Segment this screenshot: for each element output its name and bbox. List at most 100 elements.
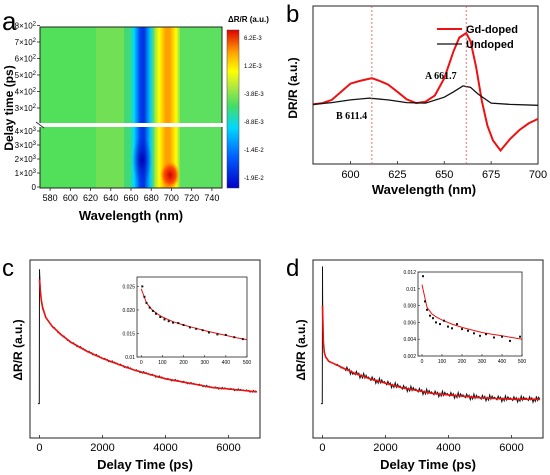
inset-data-point bbox=[159, 316, 162, 318]
inset-y-tick-label: 0.01 bbox=[125, 355, 135, 361]
inset-data-point bbox=[447, 325, 449, 328]
inset-y-tick-label: 0.004 bbox=[403, 337, 416, 343]
inset-data-point bbox=[493, 336, 495, 339]
inset-data-point bbox=[241, 338, 244, 341]
panel-c-decay: 0 2000 4000 6000 0 100 200 300 400 500 0.01 0.015 0… bbox=[11, 259, 261, 472]
panel-a-x-tick-label: 720 bbox=[184, 193, 199, 203]
panel-b-xlabel: Wavelength (nm) bbox=[372, 182, 476, 197]
decay-series-fit bbox=[321, 305, 540, 401]
decay-x-tick-label: 4000 bbox=[436, 442, 460, 454]
inset-data-point bbox=[422, 275, 424, 278]
inset-data-point bbox=[155, 312, 157, 315]
panel-a-y-tick-label: 0 bbox=[32, 183, 37, 192]
inset-data-point bbox=[426, 308, 428, 311]
inset-data-point bbox=[188, 326, 191, 329]
panel-b-x-tick-label: 600 bbox=[341, 169, 359, 181]
inset-data-point bbox=[501, 335, 503, 338]
panel-label-b: b bbox=[286, 1, 299, 28]
inset-data-point bbox=[479, 334, 481, 337]
inset-data-point bbox=[151, 309, 154, 312]
inset-frame bbox=[417, 271, 523, 357]
inset-y-tick-label: 0.006 bbox=[403, 320, 416, 326]
inset-data-point bbox=[143, 295, 146, 298]
inset-x-tick-label: 100 bbox=[158, 360, 167, 366]
inset-frame bbox=[136, 276, 248, 358]
inset-x-tick-label: 400 bbox=[498, 359, 507, 365]
panel-a-x-tick-label: 680 bbox=[144, 193, 159, 203]
inset-x-tick-label: 200 bbox=[458, 359, 467, 365]
panel-a-y-tick-label: 1×103 bbox=[15, 169, 37, 178]
panel-d-ylabel: ΔR/R (a.u.) bbox=[294, 319, 308, 380]
decay-x-tick-label: 6000 bbox=[216, 442, 240, 454]
panel-a-colorbar-tick-label: -3.8E-3 bbox=[244, 92, 264, 98]
inset-x-tick-label: 200 bbox=[179, 360, 188, 366]
decay-x-tick-label: 0 bbox=[36, 442, 42, 454]
decay-x-tick-label: 4000 bbox=[153, 442, 177, 454]
inset-x-tick-label: 0 bbox=[421, 359, 424, 365]
inset-data-point bbox=[467, 329, 469, 332]
inset-data-point bbox=[439, 323, 441, 326]
inset-data-point bbox=[216, 333, 219, 336]
panel-b-x-tick-label: 700 bbox=[529, 169, 547, 181]
panel-a-x-tick-label: 740 bbox=[204, 193, 219, 203]
inset-x-tick-label: 300 bbox=[478, 359, 487, 365]
inset-x-tick-label: 400 bbox=[222, 360, 231, 366]
panel-d-decay: 0 2000 4000 6000 0 100 200 300 400 500 0.002 0.004… bbox=[294, 259, 544, 472]
inset-x-tick-label: 0 bbox=[140, 360, 143, 366]
panel-a-y-tick-label: 4×102 bbox=[15, 88, 37, 97]
inset-data-point bbox=[172, 321, 174, 324]
panel-d-xlabel: Delay Time (ps) bbox=[380, 457, 476, 472]
inset-data-point bbox=[509, 339, 511, 342]
panel-a-x-tick-label: 580 bbox=[43, 193, 58, 203]
inset-data-point bbox=[424, 300, 426, 303]
panel-a-x-tick-label: 600 bbox=[63, 193, 78, 203]
inset-y-tick-label: 0.015 bbox=[122, 331, 135, 337]
inset-y-tick-label: 0.025 bbox=[122, 284, 135, 290]
inset-data-point bbox=[456, 323, 458, 326]
inset-x-tick-label: 500 bbox=[243, 360, 252, 366]
panel-a-colorbar-tick-label: -8.8E-3 bbox=[244, 120, 264, 126]
inset-data-point bbox=[461, 328, 463, 331]
inset-data-point bbox=[485, 333, 487, 336]
inset-y-tick-label: 0.01 bbox=[406, 287, 416, 293]
inset-data-point bbox=[429, 314, 431, 317]
panel-a-colorbar-tick-label: 6.2E-3 bbox=[244, 36, 262, 42]
panel-b-series-undoped bbox=[312, 85, 539, 106]
inset-y-tick-label: 0.020 bbox=[122, 308, 135, 314]
panel-b-x-tick-label: 650 bbox=[435, 169, 453, 181]
panel-a-x-tick-label: 700 bbox=[164, 193, 179, 203]
panel-a-y-tick-label: 2×103 bbox=[15, 155, 37, 164]
panel-label-a: a bbox=[2, 6, 17, 36]
inset-data-point bbox=[451, 327, 453, 330]
panel-a-x-tick-label: 620 bbox=[83, 193, 98, 203]
inset-data-point bbox=[473, 332, 475, 335]
panel-b-x-tick-label: 675 bbox=[482, 169, 500, 181]
inset-x-tick-label: 300 bbox=[201, 360, 210, 366]
inset-y-tick-label: 0.008 bbox=[403, 304, 416, 310]
panel-label-c: c bbox=[2, 255, 14, 282]
inset-data-point bbox=[207, 331, 210, 334]
decay-x-tick-label: 2000 bbox=[373, 442, 397, 454]
panel-a-y-tick-label: 5×102 bbox=[15, 71, 37, 80]
decay-series-fit bbox=[38, 279, 257, 393]
inset-data-point bbox=[233, 336, 236, 339]
inset-data-point bbox=[163, 318, 166, 321]
panel-c-xlabel: Delay Time (ps) bbox=[97, 457, 193, 472]
inset-data-point bbox=[435, 321, 437, 324]
panel-a-colorbar-tick-label: -1.9E-2 bbox=[244, 176, 264, 182]
inset-data-point bbox=[141, 285, 144, 288]
inset-data-point bbox=[177, 322, 180, 325]
panel-b-legend-label: Gd-doped bbox=[466, 24, 518, 36]
panel-b-spectra: 600 625 650 675 700 B 611.4 A 661.7 Gd-doped U… bbox=[286, 5, 547, 197]
inset-data-point bbox=[224, 333, 227, 336]
panel-b-series-gd-doped bbox=[312, 31, 539, 153]
panel-a-y-tick-label: 4×103 bbox=[15, 127, 37, 136]
inset-data-point bbox=[519, 335, 521, 338]
panel-b-x-tick-label: 625 bbox=[388, 169, 406, 181]
panel-a-xlabel: Wavelength (nm) bbox=[79, 208, 183, 223]
panel-a-x-tick-label: 660 bbox=[123, 193, 138, 203]
panel-label-d: d bbox=[286, 255, 299, 282]
inset-x-tick-label: 500 bbox=[518, 359, 527, 365]
inset-data-point bbox=[148, 306, 151, 309]
